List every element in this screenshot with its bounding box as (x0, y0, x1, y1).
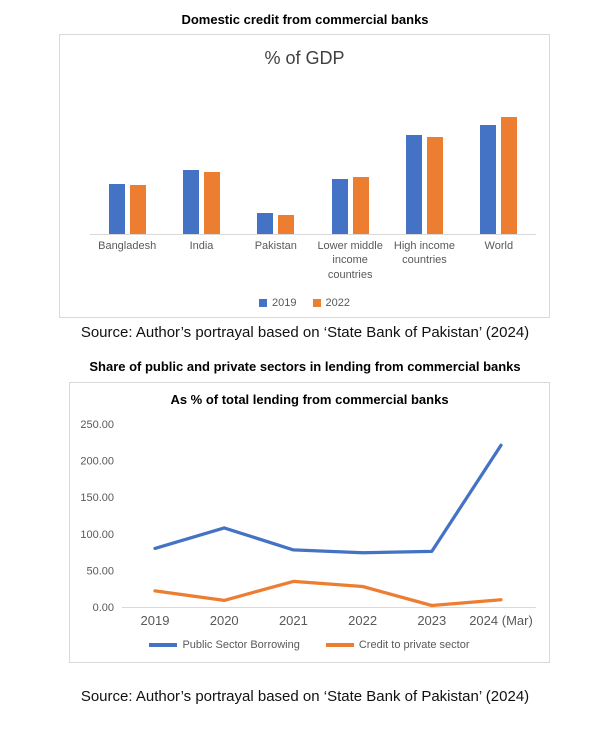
line-chart-subtitle: As % of total lending from commercial ba… (170, 392, 449, 407)
legend-item: 2022 (312, 297, 350, 309)
bar-chart-title: Domestic credit from commercial banks (181, 12, 429, 27)
bar-category-label: India (189, 240, 214, 252)
line-chart-legend: Public Sector Borrowing Credit to private… (70, 639, 549, 651)
y-tick-label: 100.00 (80, 529, 114, 541)
legend-label: Credit to private sector (358, 639, 470, 651)
bar-group (239, 84, 313, 234)
bar-2022 (278, 215, 295, 234)
legend-item: 2019 (259, 297, 297, 309)
bar-category-label: High income countries (393, 240, 456, 267)
legend-swatch-icon (312, 299, 321, 307)
legend-item: Public Sector Borrowing (149, 639, 300, 651)
x-tick-label: 2024 (Mar) (469, 613, 533, 628)
bar-category-label: Bangladesh (98, 240, 157, 252)
bar-category-label: Lower middle income countries (317, 240, 383, 281)
series-line (153, 443, 503, 555)
bar-2022 (426, 136, 443, 234)
legend-line-swatch-icon (325, 643, 354, 647)
x-tick-label: 2021 (279, 613, 308, 628)
bar-category-label: Pakistan (254, 240, 297, 252)
bar-group (164, 84, 238, 234)
bar-2022 (203, 171, 220, 234)
legend-label: 2019 (272, 297, 297, 309)
line-plot-area: 0.00 50.00 100.00 150.00 200.00 250.00 2019 202… (80, 419, 536, 628)
source-note-2: Source: Author’s portrayal based on ‘Sta… (80, 688, 530, 705)
bar-plot-area (90, 84, 536, 235)
bar-2019 (182, 170, 199, 234)
bar-2019 (480, 125, 497, 234)
bar-group (462, 84, 536, 234)
x-tick-label: 2023 (417, 613, 446, 628)
line-chart: As % of total lending from commercial ba… (69, 382, 550, 663)
bar-2022 (501, 116, 518, 234)
bar-chart-legend: 2019 2022 (60, 297, 549, 309)
legend-item: Credit to private sector (325, 639, 470, 651)
series-line (153, 579, 503, 608)
bar-2019 (405, 135, 422, 234)
bar-2019 (331, 179, 348, 234)
bar-2022 (352, 176, 369, 234)
bar-category-label: World (484, 240, 514, 252)
bar-group (313, 84, 387, 234)
y-tick-label: 0.00 (93, 602, 114, 614)
x-tick-label: 2020 (210, 613, 239, 628)
legend-label: 2022 (325, 297, 350, 309)
y-tick-label: 250.00 (80, 419, 114, 431)
legend-line-swatch-icon (149, 643, 178, 647)
source-note-1: Source: Author’s portrayal based on ‘Sta… (80, 324, 530, 341)
bar-2019 (257, 212, 274, 234)
legend-label: Public Sector Borrowing (182, 639, 300, 651)
legend-swatch-icon (259, 299, 268, 307)
bar-group (90, 84, 164, 234)
bar-category-labels: Bangladesh India Pakistan Lower middle inco… (90, 239, 536, 282)
bar-group (387, 84, 461, 234)
x-tick-label: 2019 (141, 613, 170, 628)
bar-chart: % of GDP Bangladesh India Pakistan Lower mi… (59, 34, 550, 318)
bar-2019 (108, 184, 125, 234)
line-chart-title: Share of public and private sectors in l… (89, 359, 521, 374)
y-tick-label: 50.00 (86, 565, 114, 577)
x-tick-label: 2022 (348, 613, 377, 628)
bar-2022 (129, 185, 146, 234)
bar-chart-subtitle: % of GDP (264, 48, 345, 68)
y-tick-label: 150.00 (80, 492, 114, 504)
y-tick-label: 200.00 (80, 456, 114, 468)
